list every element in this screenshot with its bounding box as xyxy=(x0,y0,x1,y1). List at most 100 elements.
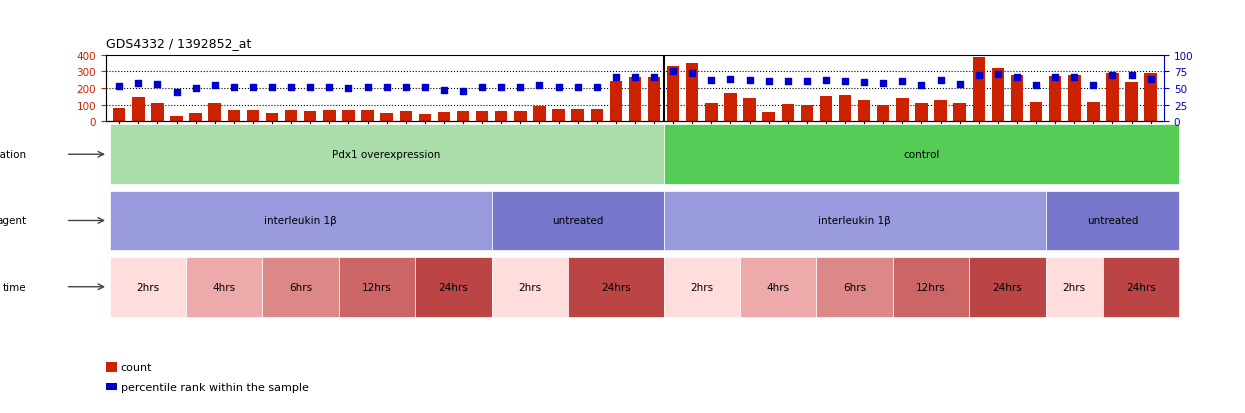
Point xyxy=(510,85,530,91)
Bar xyxy=(801,105,813,122)
Bar xyxy=(110,125,664,185)
Bar xyxy=(457,112,469,122)
Text: 4hrs: 4hrs xyxy=(767,282,789,292)
Bar xyxy=(171,116,183,122)
Text: 2hrs: 2hrs xyxy=(136,282,159,292)
Bar xyxy=(629,78,641,122)
Bar xyxy=(381,114,393,122)
Point xyxy=(1103,73,1123,80)
Text: genotype/variation: genotype/variation xyxy=(0,150,26,160)
Point xyxy=(606,74,626,81)
Point xyxy=(911,83,931,90)
Bar xyxy=(647,78,660,122)
Point xyxy=(110,83,129,90)
Bar xyxy=(664,191,1046,251)
Bar xyxy=(208,104,220,122)
Bar xyxy=(705,104,717,122)
Bar xyxy=(263,257,339,317)
Text: untreated: untreated xyxy=(1087,216,1138,226)
Bar xyxy=(972,57,985,122)
Bar xyxy=(992,69,1005,122)
Text: count: count xyxy=(121,362,152,372)
Bar xyxy=(1068,76,1081,122)
Bar xyxy=(151,103,163,122)
Text: 4hrs: 4hrs xyxy=(213,282,235,292)
Point xyxy=(778,79,798,85)
Bar xyxy=(915,104,928,122)
Point xyxy=(1122,72,1142,79)
Point xyxy=(147,81,167,88)
Bar xyxy=(935,101,946,122)
Point xyxy=(1007,75,1027,81)
Bar xyxy=(954,104,966,122)
Point xyxy=(568,84,588,91)
Point xyxy=(893,78,913,85)
Point xyxy=(682,71,702,78)
Bar xyxy=(361,111,373,122)
Bar xyxy=(1087,103,1099,122)
Bar xyxy=(819,97,832,122)
Point xyxy=(989,71,1008,78)
Point xyxy=(854,80,874,86)
Point xyxy=(320,84,340,91)
Bar xyxy=(304,112,316,122)
Bar xyxy=(553,109,565,122)
Bar xyxy=(400,112,412,122)
Point xyxy=(625,74,645,81)
Point xyxy=(224,84,244,91)
Bar xyxy=(1103,257,1179,317)
Bar xyxy=(725,94,737,122)
Text: 24hrs: 24hrs xyxy=(1127,282,1157,292)
Text: 2hrs: 2hrs xyxy=(1063,282,1086,292)
Bar xyxy=(228,111,240,122)
Point xyxy=(300,84,320,91)
Point xyxy=(1064,75,1084,81)
Bar xyxy=(1046,257,1103,317)
Bar xyxy=(610,82,622,122)
Bar xyxy=(514,112,527,122)
Bar xyxy=(896,99,909,122)
Point xyxy=(835,78,855,85)
Point xyxy=(815,78,835,84)
Bar xyxy=(189,114,202,122)
Point xyxy=(797,79,817,85)
Bar xyxy=(113,108,126,122)
Point xyxy=(950,81,970,88)
Point xyxy=(969,72,989,79)
Text: GDS4332 / 1392852_at: GDS4332 / 1392852_at xyxy=(106,38,251,50)
Bar xyxy=(858,100,870,122)
Point xyxy=(453,88,473,95)
Point xyxy=(930,78,950,84)
Text: 6hrs: 6hrs xyxy=(843,282,867,292)
Bar xyxy=(247,111,259,122)
Text: interleukin 1β: interleukin 1β xyxy=(264,216,337,226)
Bar xyxy=(132,98,144,122)
Text: 24hrs: 24hrs xyxy=(438,282,468,292)
Text: 24hrs: 24hrs xyxy=(601,282,631,292)
Bar xyxy=(839,96,852,122)
Point xyxy=(128,81,148,88)
Bar xyxy=(893,257,970,317)
Bar xyxy=(664,257,740,317)
Text: 12hrs: 12hrs xyxy=(916,282,946,292)
Text: 12hrs: 12hrs xyxy=(362,282,392,292)
Bar xyxy=(265,114,278,122)
Point xyxy=(492,85,512,91)
Point xyxy=(281,84,301,91)
Bar xyxy=(568,257,664,317)
Bar xyxy=(571,109,584,122)
Point xyxy=(644,74,664,81)
Text: Pdx1 overexpression: Pdx1 overexpression xyxy=(332,150,441,160)
Point xyxy=(529,83,549,90)
Bar xyxy=(762,113,774,122)
Text: interleukin 1β: interleukin 1β xyxy=(818,216,891,226)
Point xyxy=(586,84,606,91)
Text: 2hrs: 2hrs xyxy=(518,282,542,292)
Bar xyxy=(342,111,355,122)
Point xyxy=(435,88,454,94)
Point xyxy=(1026,83,1046,90)
Bar xyxy=(1046,191,1179,251)
Bar xyxy=(1144,74,1157,122)
Point xyxy=(758,79,778,85)
Point xyxy=(664,69,684,76)
